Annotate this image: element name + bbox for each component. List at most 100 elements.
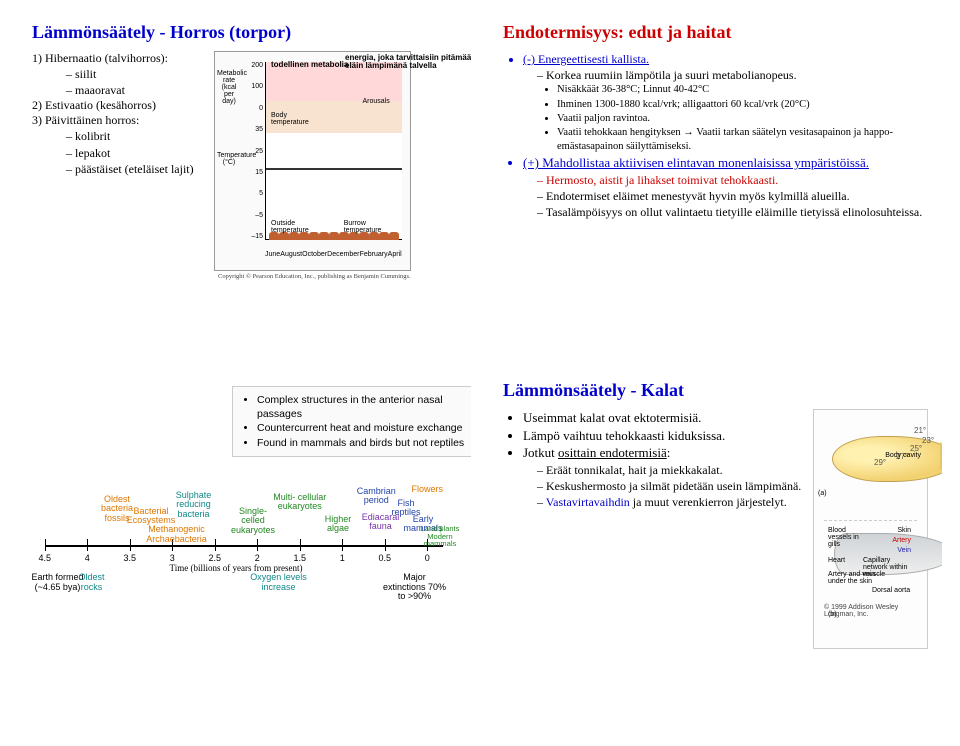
- f-b1: Useimmat kalat ovat ektotermisiä.: [523, 409, 803, 427]
- slide4-title: Lämmönsäätely - Kalat: [503, 380, 928, 401]
- ev-landplants: Land plants Modern mammals: [416, 525, 464, 549]
- li-lepakot: lepakot: [66, 145, 202, 161]
- x-ticks: June August October December February Ap…: [265, 251, 402, 258]
- f-b3-2: Keskushermosto ja silmät pidetään usein …: [537, 478, 803, 494]
- yt0: 200: [243, 62, 263, 69]
- lab-av: Artery and vein under the skin: [828, 571, 884, 585]
- yb2: 25: [243, 148, 263, 155]
- x1: August: [280, 251, 302, 258]
- x4: February: [360, 251, 388, 258]
- b-neg-a: Korkea ruumiin lämpötila ja suuri metabo…: [537, 67, 928, 83]
- li-hibernaatio: 1) Hibernaatio (talvihorros):: [32, 51, 202, 66]
- torpor-chart: Metabolic rate (kcal per day) Temperatur…: [214, 51, 411, 271]
- torpor-list: 1) Hibernaatio (talvihorros): siilit maa…: [32, 51, 202, 280]
- b-pos: (+) Mahdollistaa aktiivisen elintavan mo…: [523, 154, 928, 172]
- chart-copyright: Copyright © Pearson Education, Inc., pub…: [214, 273, 411, 280]
- f-b3a: Jotkut: [523, 445, 558, 460]
- yb6: 5: [243, 190, 263, 197]
- ev-rocks: Oldest rocks: [72, 573, 112, 593]
- b1a4a: Vaatii tehokkaan hengityksen: [557, 127, 683, 138]
- lab-artery: Artery: [892, 537, 911, 544]
- f-b3-3a: Vastavirtavaihdin: [546, 495, 633, 509]
- anno-burrow: Burrow temperature: [344, 220, 392, 234]
- t1a: Lämmönsäätely -: [32, 22, 170, 42]
- lab-a: (a): [818, 490, 827, 497]
- lab-vein: Vein: [897, 547, 911, 554]
- ev-multi: Multi- cellular eukaryotes: [272, 493, 328, 512]
- x3: December: [327, 251, 359, 258]
- b-neg-a1: Nisäkkäät 36-38°C; Linnut 40-42°C: [557, 83, 928, 97]
- tlt5: 2: [255, 553, 260, 563]
- tlt9: 0: [425, 553, 430, 563]
- temp-23: 23°: [922, 436, 934, 445]
- tlt4: 2.5: [208, 553, 221, 563]
- tlt0: 4.5: [38, 553, 51, 563]
- li-paastaiset: päästäiset (eteläiset lajit): [66, 161, 202, 177]
- li-maaoravat: maaoravat: [66, 82, 202, 98]
- tlt8: 0.5: [378, 553, 391, 563]
- evolution-timeline: 4.5 4 3.5 3 2.5 2 1.5 1 0.5 0 Time (bill…: [32, 485, 457, 615]
- ev-extinct: Major extinctions 70% to >90%: [382, 573, 448, 603]
- f-b3-1: Eräät tonnikalat, hait ja miekkakalat.: [537, 462, 803, 478]
- fish-figure: 21° 23° 25° 27° 29° Body cavity (a) Skin…: [813, 409, 928, 649]
- slide1-title: Lämmönsäätely - Horros (torpor): [32, 22, 457, 43]
- anno-metabolia: todellinen metabolia: [271, 60, 348, 69]
- b-pos-b: Endotermiset eläimet menestyvät hyvin my…: [537, 188, 928, 204]
- f-b3c: :: [667, 445, 671, 460]
- ylab-metabolic: Metabolic rate (kcal per day): [217, 70, 241, 105]
- ev-flowers: Flowers: [411, 485, 443, 494]
- anno-arousals: Arousals: [362, 98, 389, 105]
- li-daily: 3) Päivittäinen horros:: [32, 113, 202, 128]
- temp-21: 21°: [914, 426, 926, 435]
- b-neg-a3: Vaatii paljon ravintoa.: [557, 112, 928, 126]
- anno-energy: energia, joka tarvittaisiin pitämään elä…: [345, 54, 471, 71]
- slide-torpor: Lämmönsäätely - Horros (torpor) 1) Hiber…: [18, 14, 471, 354]
- t4b: Kalat: [641, 380, 684, 400]
- x0: June: [265, 251, 280, 258]
- lab-skin: Skin: [897, 527, 911, 534]
- ev-sulphate: Sulphate reducing bacteria: [167, 491, 221, 519]
- lab-heart: Heart: [828, 557, 845, 564]
- slide-turbinates-timeline: Complex structures in the anterior nasal…: [18, 372, 471, 732]
- tb1: Complex structures in the anterior nasal…: [257, 393, 471, 421]
- temp-29: 29°: [874, 458, 886, 467]
- lab-bodycav: Body cavity: [885, 452, 921, 459]
- yb8: –5: [243, 212, 263, 219]
- b-neg: (-) Energeettisesti kallista.: [523, 51, 928, 67]
- tlt3: 3: [170, 553, 175, 563]
- f-b2: Lämpö vaihtuu tehokkaasti kiduksissa.: [523, 427, 803, 445]
- yb0: 35: [243, 126, 263, 133]
- b-pos-c: Tasalämpöisyys on ollut valintaetu tiety…: [537, 204, 928, 220]
- ev-oxygen: Oxygen levels increase: [244, 573, 314, 593]
- ylab-temp: Temperature (°C): [217, 152, 241, 166]
- f-b3-3b: ja muut verenkierron järjestelyt.: [633, 495, 787, 509]
- fish-copyright: © 1999 Addison Wesley Longman, Inc.: [824, 604, 913, 618]
- tlt6: 1.5: [293, 553, 306, 563]
- tlt7: 1: [340, 553, 345, 563]
- f-b3-3: Vastavirtavaihdin ja muut verenkierron j…: [537, 494, 803, 510]
- t4a: Lämmönsäätely -: [503, 380, 641, 400]
- f-b3b: osittain endotermisiä: [558, 445, 667, 460]
- li-estivaatio: 2) Estivaatio (kesähorros): [32, 98, 202, 113]
- yt1: 100: [243, 83, 263, 90]
- lab-bv: Blood vessels in gills: [828, 527, 868, 548]
- slide2-title: Endotermisyys: edut ja haitat: [503, 22, 928, 43]
- y-ticks: 200 100 0 35 25 15 5 –5 –15: [243, 62, 263, 240]
- b-neg-a4: Vaatii tehokkaan hengityksen → Vaatii ta…: [557, 126, 928, 154]
- yt2: 0: [243, 105, 263, 112]
- tlt2: 3.5: [123, 553, 136, 563]
- ev-algae: Higher algae: [318, 515, 358, 534]
- f-b3: Jotkut osittain endotermisiä:: [523, 444, 803, 462]
- lab-dorsal: Dorsal aorta: [872, 587, 910, 594]
- slide-endothermy: Endotermisyys: edut ja haitat (-) Energe…: [489, 14, 942, 354]
- x5: April: [388, 251, 402, 258]
- t1b: Horros (torpor): [170, 22, 291, 42]
- arrow-icon: →: [683, 127, 694, 138]
- li-kolibrit: kolibrit: [66, 128, 202, 144]
- b-neg-a2: Ihminen 1300-1880 kcal/vrk; alligaattori…: [557, 98, 928, 112]
- tb3: Found in mammals and birds but not repti…: [257, 436, 471, 450]
- tlt1: 4: [85, 553, 90, 563]
- slide-fish: Lämmönsäätely - Kalat Useimmat kalat ova…: [489, 372, 942, 732]
- yb4: 15: [243, 169, 263, 176]
- anno-body: Body temperature: [271, 112, 319, 126]
